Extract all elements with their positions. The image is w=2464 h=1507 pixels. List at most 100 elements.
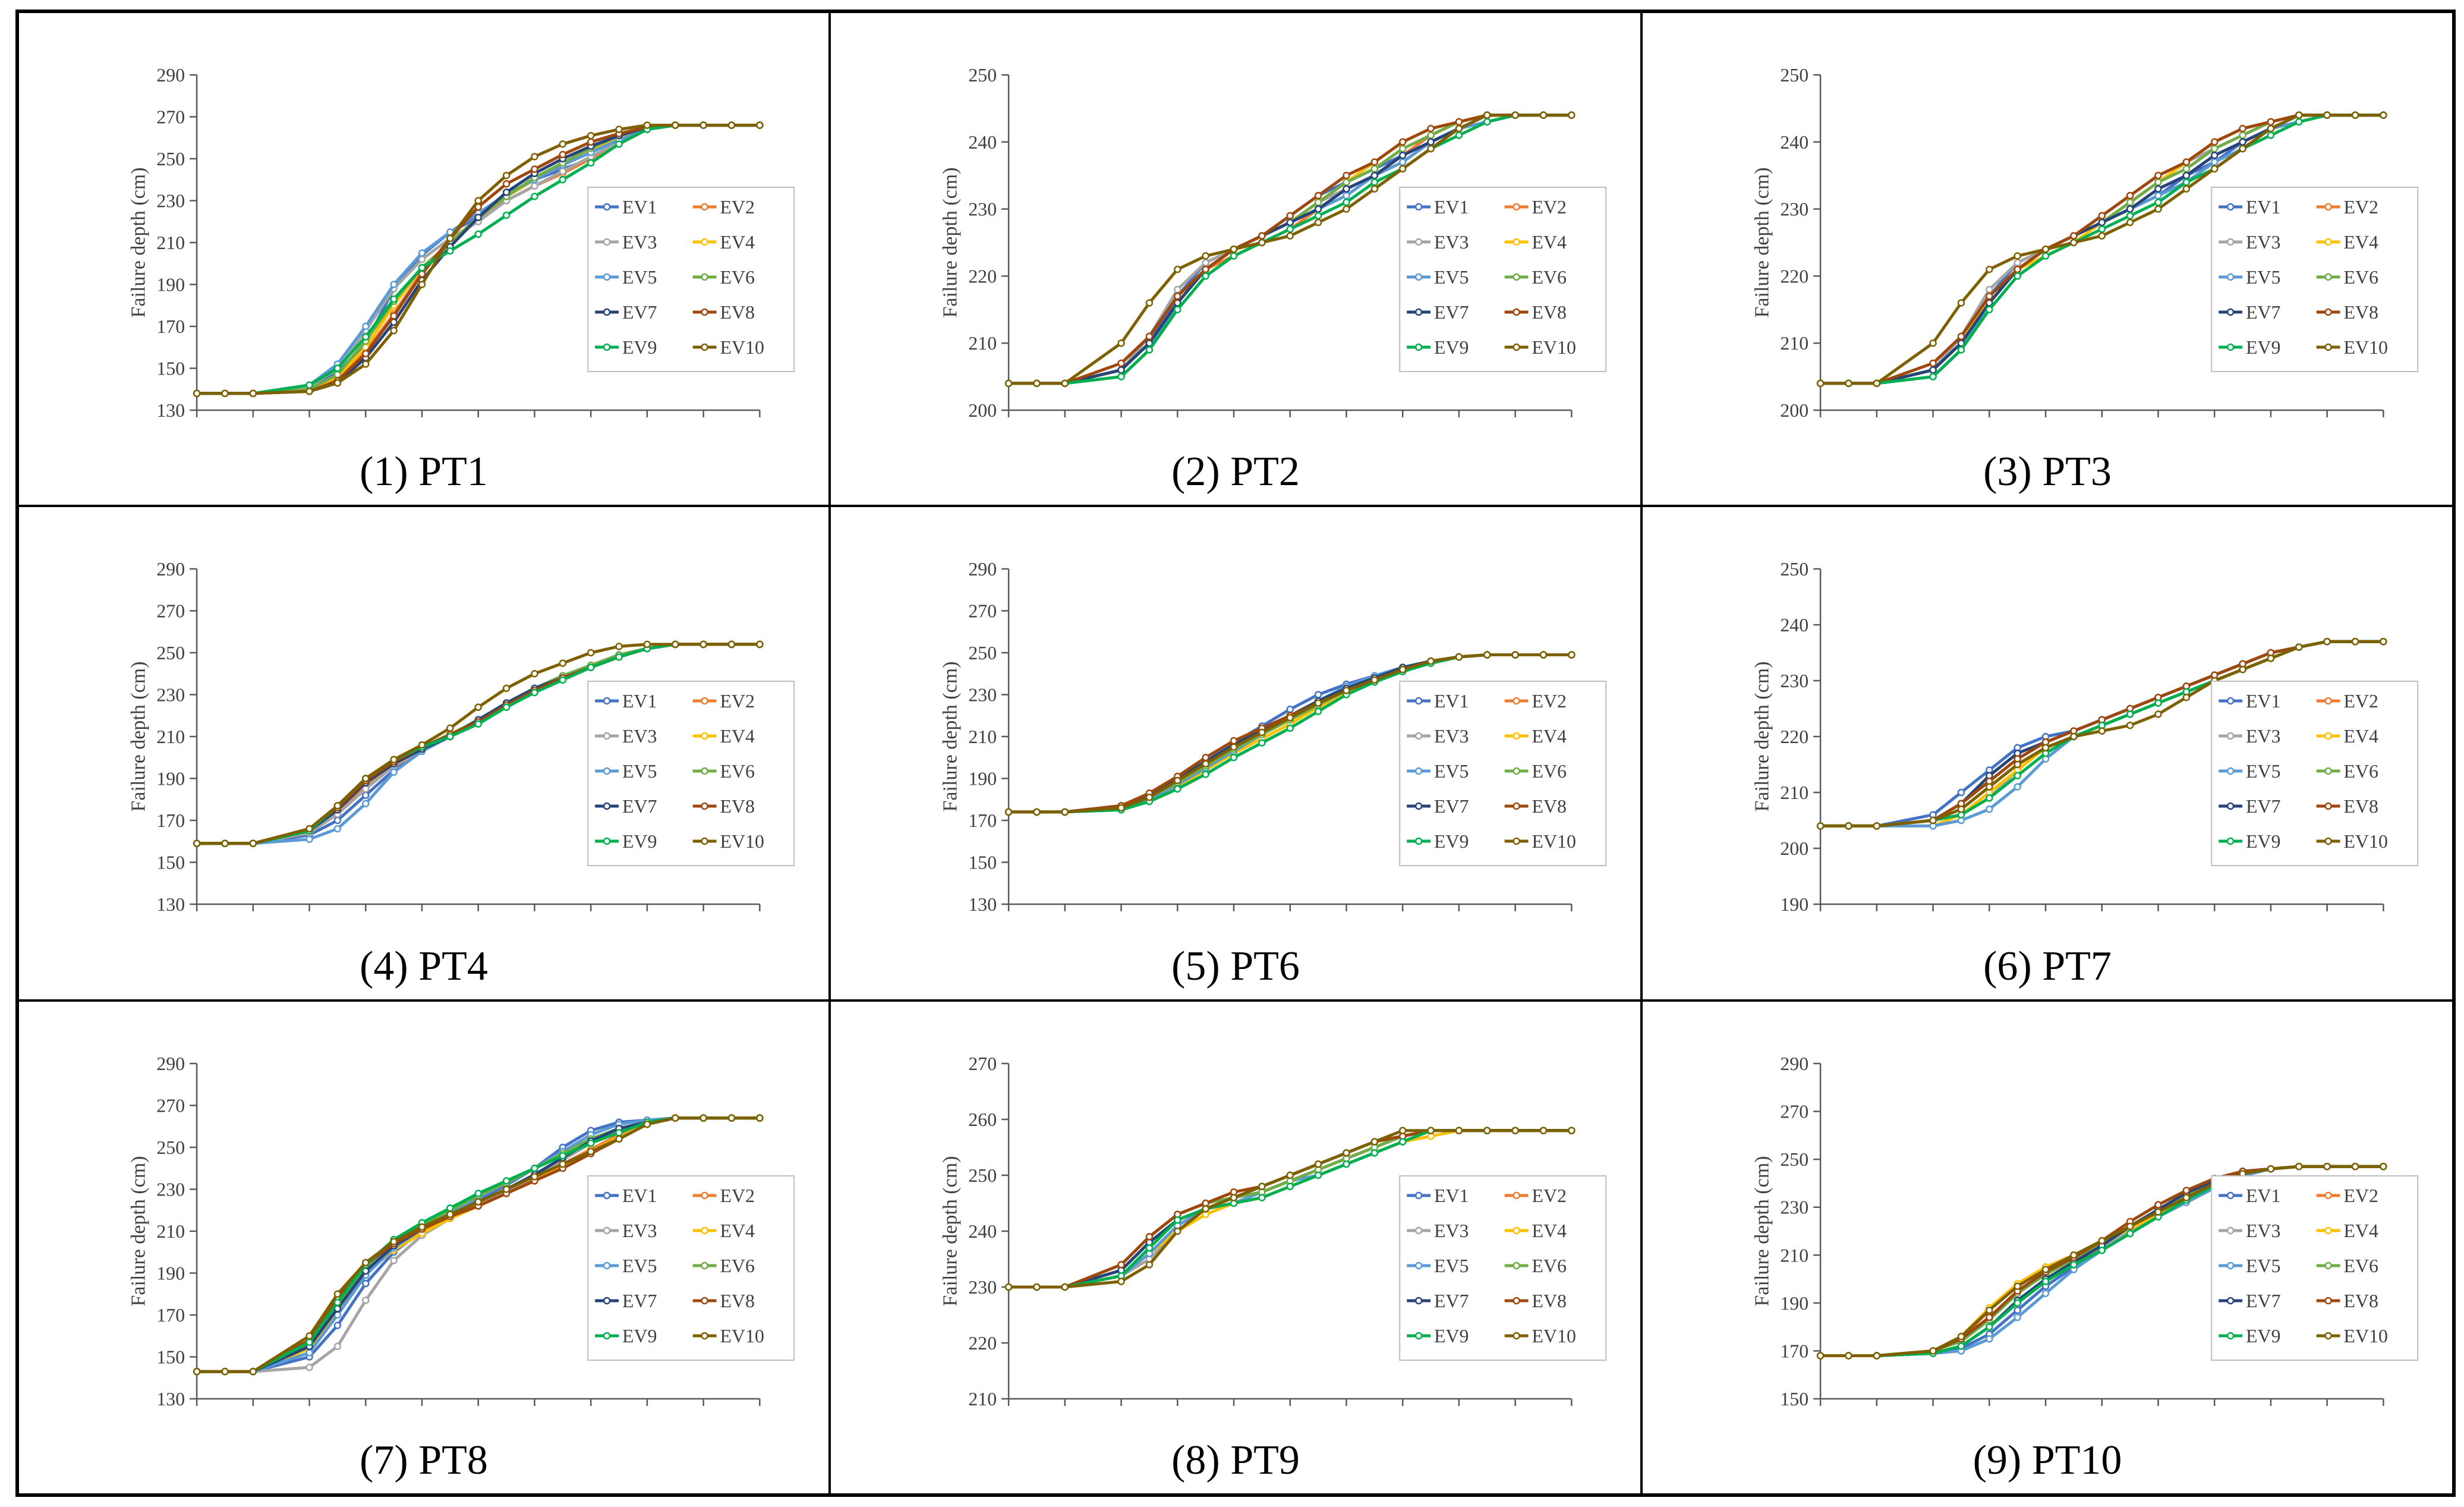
y-tick-label: 240: [968, 1221, 997, 1242]
legend-label: EV2: [720, 197, 755, 218]
data-point: [1483, 118, 1491, 126]
legend-label: EV10: [2344, 337, 2388, 358]
y-tick-label: 170: [968, 810, 997, 831]
legend-marker: [2324, 838, 2332, 845]
legend-label: EV7: [622, 302, 657, 323]
data-point: [672, 121, 679, 129]
legend-label: EV5: [1434, 1256, 1469, 1276]
legend-label: EV6: [720, 1256, 755, 1276]
legend-marker: [1414, 838, 1423, 845]
data-point: [305, 835, 313, 844]
data-point: [502, 171, 511, 180]
data-point: [1314, 218, 1322, 226]
x-tick-label: 0: [1004, 422, 1013, 423]
y-tick-label: 210: [968, 726, 997, 747]
data-point: [305, 1332, 313, 1340]
data-point: [1816, 822, 1825, 830]
chart-panel: 210 220 230 240 250 260 270 0 0.1 0.2 0.3 0.4 0.5 0.6…: [830, 1000, 1641, 1495]
x-tick-label: 0.3: [354, 916, 377, 917]
data-point: [305, 1338, 313, 1346]
data-point: [615, 140, 623, 148]
data-point: [1929, 359, 1937, 367]
data-point: [2041, 246, 2050, 253]
data-point: [1343, 1160, 1350, 1168]
data-point: [2267, 655, 2275, 662]
legend-label: EV4: [2344, 726, 2378, 747]
x-tick-label: 0.8: [2259, 916, 2283, 917]
legend-label: EV9: [622, 337, 657, 358]
data-point: [446, 247, 454, 255]
data-point: [1258, 729, 1266, 737]
data-point: [672, 1114, 679, 1122]
data-point: [672, 640, 679, 649]
data-point: [1174, 292, 1181, 300]
legend-label: EV2: [720, 1185, 755, 1206]
data-point: [531, 182, 538, 190]
x-tick-label: 0.2: [298, 422, 322, 423]
y-tick-label: 230: [968, 199, 997, 220]
legend-marker: [603, 238, 611, 246]
legend-label: EV2: [2344, 691, 2378, 712]
data-point: [1370, 1149, 1379, 1157]
legend-marker: [2324, 343, 2332, 351]
data-point: [390, 312, 398, 320]
data-point: [193, 839, 201, 848]
data-point: [446, 1210, 454, 1218]
data-point: [1370, 171, 1379, 180]
x-tick-label: 0.1: [1865, 422, 1889, 423]
data-point: [1568, 111, 1576, 119]
data-point: [2182, 185, 2191, 193]
legend-label: EV6: [1532, 761, 1567, 782]
legend-label: EV8: [1532, 302, 1567, 323]
x-tick-label: 0.8: [635, 916, 659, 917]
data-point: [1398, 138, 1407, 146]
data-point: [362, 322, 370, 331]
legend: EV1 EV2 EV3 EV4 EV5 EV6 EV7 EV8 EV9 EV10: [1399, 187, 1607, 372]
legend-label: EV10: [1532, 337, 1576, 358]
data-point: [502, 1176, 511, 1185]
y-tick-label: 190: [1780, 894, 1808, 915]
chart-panel: 130 150 170 190 210 230 250 270 290 0 0.1 0.2 0.3 0.4…: [18, 506, 830, 1001]
data-point: [531, 670, 538, 678]
data-point: [1957, 346, 1965, 354]
y-tick-label: 210: [968, 1389, 997, 1410]
x-tick-label: 0.9: [692, 422, 716, 423]
x-tick-label: 0.8: [2259, 1411, 2283, 1412]
x-tick-label: 0.3: [1165, 422, 1189, 423]
data-point: [1986, 292, 1993, 300]
data-point: [1343, 185, 1350, 193]
panel-caption: (3) PT3: [1983, 449, 2112, 495]
legend-label: EV5: [2246, 761, 2280, 782]
data-point: [2070, 733, 2078, 741]
panel-caption: (7) PT8: [360, 1437, 488, 1483]
x-tick-label: 0: [192, 916, 201, 917]
legend-label: EV4: [2344, 232, 2378, 253]
data-point: [2070, 1251, 2078, 1259]
x-tick-label: 0.8: [635, 422, 659, 423]
x-tick-label: 1: [2378, 422, 2388, 423]
legend-label: EV1: [1434, 197, 1469, 218]
data-point: [559, 1160, 567, 1168]
x-tick-label: 0.7: [2203, 916, 2226, 917]
data-point: [333, 1342, 342, 1350]
data-point: [1314, 205, 1322, 213]
x-tick-label: 0.9: [1504, 422, 1527, 423]
data-point: [2154, 178, 2162, 186]
data-point: [2295, 118, 2303, 126]
data-point: [249, 389, 257, 398]
line-chart: 130 150 170 190 210 230 250 270 290 0 0.1 0.2 0.3 0.4…: [127, 1053, 795, 1412]
series-line: [197, 124, 760, 395]
y-tick-label: 270: [156, 106, 185, 127]
data-point: [249, 1367, 257, 1376]
x-tick-label: 0.2: [298, 916, 322, 917]
legend-label: EV6: [2344, 267, 2378, 288]
data-point: [1568, 651, 1576, 659]
y-tick-label: 220: [968, 1333, 997, 1354]
data-point: [1230, 1194, 1238, 1201]
legend-label: EV3: [1434, 1220, 1469, 1241]
legend-label: EV1: [622, 691, 657, 712]
data-point: [474, 720, 482, 728]
data-point: [502, 1185, 511, 1193]
data-point: [615, 653, 623, 661]
data-point: [418, 264, 426, 272]
